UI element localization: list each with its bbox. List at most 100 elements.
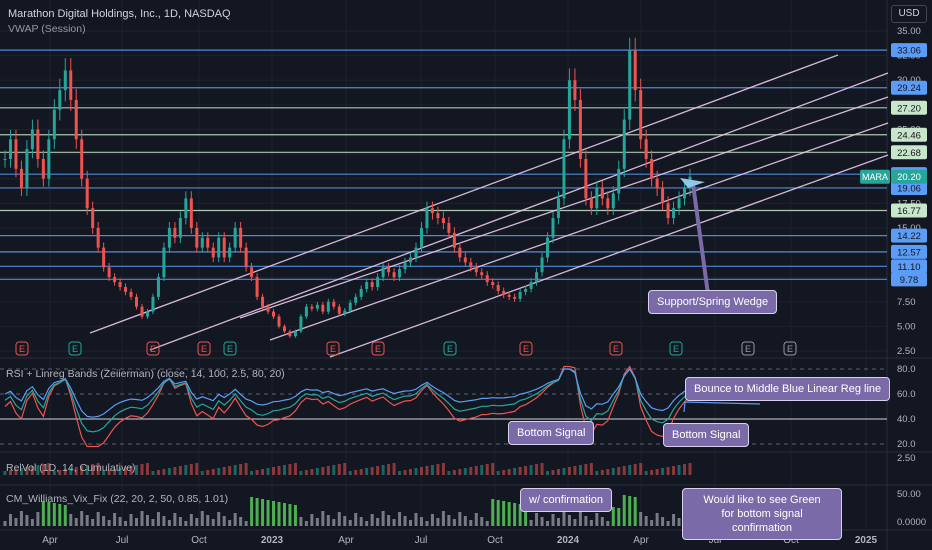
candle-body — [666, 203, 670, 219]
relvol-bar — [387, 464, 391, 475]
relvol-bar — [518, 467, 522, 475]
relvol-bar — [430, 465, 434, 475]
cm-vix-panel — [3, 495, 692, 526]
cm-bar — [25, 515, 29, 526]
candle-body — [414, 247, 418, 258]
candle-body — [228, 247, 232, 258]
earnings-marker-4 — [223, 341, 237, 356]
cm-bar — [63, 505, 67, 526]
cm-bar — [80, 511, 84, 526]
cm-bar — [365, 521, 369, 526]
relvol-bar — [315, 468, 319, 475]
cm-bar — [529, 520, 533, 526]
cm-bar — [195, 518, 199, 526]
wedge-note[interactable]: Support/Spring Wedge — [648, 290, 778, 314]
bottom-signal-note-2[interactable]: Bottom Signal — [663, 423, 750, 447]
green-confirmation-note[interactable]: Would like to see Green for bottom signa… — [682, 488, 842, 540]
cm-bar — [217, 512, 221, 526]
horizontal-levels — [0, 49, 887, 280]
relvol-bar — [436, 464, 440, 475]
candle-body — [578, 99, 582, 159]
level-tag-text-11.10: 11.10 — [897, 262, 920, 273]
cm-bar — [359, 517, 363, 526]
cm-bar — [19, 511, 23, 526]
earnings-letter-12: E — [787, 344, 793, 354]
relvol-bar — [540, 463, 544, 475]
cm-bar — [447, 515, 451, 526]
cm-bar — [272, 501, 276, 526]
candle-body — [436, 213, 440, 219]
relvol-panel — [3, 463, 692, 475]
indicator-label: VWAP (Session) — [8, 23, 86, 35]
cm-bar — [589, 520, 593, 526]
x-label-7: 2024 — [557, 535, 580, 546]
cm-bar — [507, 502, 511, 526]
bounce-note[interactable]: Bounce to Middle Blue Linear Reg line — [685, 377, 891, 401]
relvol-bar — [91, 464, 95, 475]
earnings-letter-4: E — [227, 344, 233, 354]
relvol-bar — [233, 465, 237, 475]
cm-bar — [8, 514, 12, 526]
relvol-bar — [365, 468, 369, 475]
candle-body — [96, 227, 100, 248]
relvol-bar — [463, 468, 467, 475]
relvol-bar — [321, 467, 325, 475]
earnings-letter-3: E — [201, 344, 207, 354]
cm-bar — [321, 511, 325, 526]
candle-body — [189, 198, 193, 228]
cm-bar — [47, 502, 51, 526]
earnings-letter-0: E — [19, 344, 25, 354]
bottom-signal-note-1[interactable]: Bottom Signal — [508, 421, 595, 445]
x-label-8: Apr — [633, 535, 649, 546]
x-label-1: Jul — [116, 535, 129, 546]
level-tag-27.20 — [891, 100, 927, 115]
earnings-marker-2 — [146, 341, 160, 356]
candle-body — [370, 282, 374, 287]
x-label-9: Jul — [709, 535, 722, 546]
candle-body — [474, 267, 478, 273]
relvol-bar — [644, 471, 648, 475]
relvol-bar — [507, 469, 511, 475]
relvol-bar — [524, 466, 528, 475]
earnings-letter-6: E — [375, 344, 381, 354]
cm-bar — [655, 513, 659, 526]
rsi-tick-40.0: 40.0 — [897, 414, 916, 425]
candle-body — [617, 168, 621, 194]
cm-bar — [398, 512, 402, 526]
currency-button[interactable]: USD — [891, 5, 927, 23]
relvol-bar — [189, 464, 193, 475]
candle-body — [167, 227, 171, 248]
relvol-bar — [474, 466, 478, 475]
level-tag-text-33.06: 33.06 — [897, 46, 921, 57]
cm-bar — [118, 517, 122, 526]
relvol-bar — [272, 467, 276, 475]
candle-body — [337, 306, 341, 314]
cm-bar — [96, 512, 100, 526]
cm-bar — [584, 516, 588, 526]
candle-body — [272, 311, 276, 317]
relvol-bar — [167, 468, 171, 475]
relvol-bar — [244, 463, 248, 475]
cm-bar — [496, 500, 500, 526]
candle-body — [672, 208, 676, 219]
cm-bar — [518, 504, 522, 526]
cm-bar — [628, 496, 632, 526]
candle-body — [611, 193, 615, 209]
candle-body — [529, 282, 533, 289]
candle-body — [277, 316, 281, 327]
cm-bar — [3, 521, 7, 526]
cm-bar — [233, 513, 237, 526]
candle-body — [261, 296, 265, 307]
candle-body — [206, 237, 210, 248]
level-tag-text-14.22: 14.22 — [897, 231, 921, 242]
relvol-bar — [502, 470, 506, 475]
relvol-bar — [584, 464, 588, 475]
relvol-bar — [63, 469, 67, 475]
cm-bar — [113, 513, 117, 526]
cm-bar — [293, 505, 297, 526]
cm-bar — [617, 508, 621, 526]
candle-body — [310, 306, 314, 309]
candle-body — [452, 232, 456, 248]
cm-bar — [661, 517, 665, 526]
confirmation-note[interactable]: w/ confirmation — [520, 488, 612, 512]
